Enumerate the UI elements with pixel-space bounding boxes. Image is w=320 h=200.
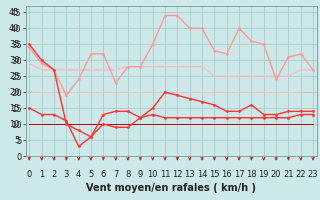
Text: 4: 4: [76, 170, 81, 179]
Text: 23: 23: [308, 170, 318, 179]
Text: 40: 40: [9, 24, 20, 33]
Text: 20: 20: [271, 170, 281, 179]
Text: 9: 9: [138, 170, 143, 179]
Text: 25: 25: [9, 72, 20, 81]
Text: 3: 3: [64, 170, 69, 179]
Text: 20: 20: [9, 88, 20, 97]
Text: Vent moyen/en rafales ( km/h ): Vent moyen/en rafales ( km/h ): [86, 183, 256, 193]
Text: 21: 21: [283, 170, 294, 179]
Text: 1: 1: [39, 170, 44, 179]
Text: 8: 8: [125, 170, 131, 179]
Text: 11: 11: [160, 170, 170, 179]
Text: 22: 22: [295, 170, 306, 179]
Text: 12: 12: [172, 170, 183, 179]
Text: 7: 7: [113, 170, 118, 179]
Text: 2: 2: [51, 170, 57, 179]
Text: 17: 17: [234, 170, 244, 179]
Text: 5: 5: [14, 136, 20, 145]
Text: 10: 10: [9, 120, 20, 129]
Text: 15: 15: [9, 104, 20, 113]
Text: 45: 45: [9, 8, 20, 17]
Text: 10: 10: [148, 170, 158, 179]
Text: 19: 19: [259, 170, 269, 179]
Text: 0: 0: [27, 170, 32, 179]
Text: 6: 6: [101, 170, 106, 179]
Text: 5: 5: [88, 170, 94, 179]
Text: 16: 16: [221, 170, 232, 179]
Text: 15: 15: [209, 170, 220, 179]
Text: 13: 13: [184, 170, 195, 179]
Text: 35: 35: [9, 40, 20, 49]
Text: 30: 30: [9, 56, 20, 65]
Text: 18: 18: [246, 170, 257, 179]
Text: 14: 14: [197, 170, 207, 179]
